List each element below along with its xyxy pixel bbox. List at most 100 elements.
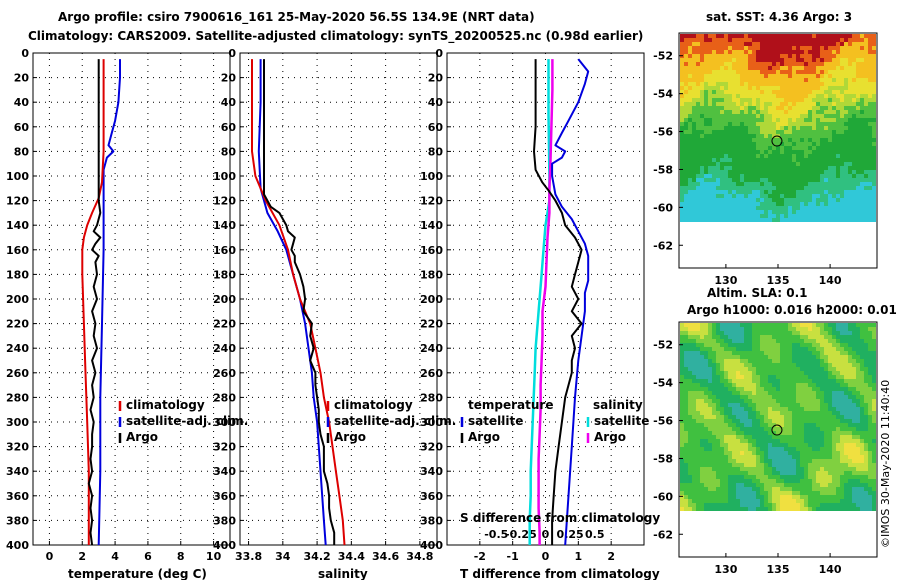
sst-cell	[864, 170, 868, 174]
sla-cell	[844, 471, 848, 475]
sla-cell	[868, 423, 872, 427]
sla-cell	[776, 455, 780, 459]
sla-cell	[712, 367, 716, 371]
series-satellite-adj	[97, 59, 121, 546]
sla-cell	[800, 455, 804, 459]
sla-cell	[740, 411, 744, 415]
sst-cell	[680, 58, 684, 62]
map-x-tick-label: 135	[767, 563, 790, 576]
sla-cell	[728, 443, 732, 447]
sla-cell	[872, 339, 876, 343]
sst-cell	[748, 206, 752, 210]
sst-cell	[872, 202, 876, 206]
sla-cell	[768, 427, 772, 431]
sst-cell	[856, 138, 860, 142]
sst-cell	[840, 98, 844, 102]
sla-cell	[688, 343, 692, 347]
sst-cell	[688, 158, 692, 162]
sst-cell	[816, 186, 820, 190]
sst-cell	[704, 38, 708, 42]
sla-cell	[772, 407, 776, 411]
depth-tick-label: 400	[213, 539, 236, 552]
sst-cell	[684, 194, 688, 198]
sla-cell	[800, 387, 804, 391]
depth-tick-label: 120	[6, 195, 29, 208]
sst-cell	[816, 98, 820, 102]
sla-cell	[736, 439, 740, 443]
sst-cell	[700, 142, 704, 146]
sst-cell	[792, 54, 796, 58]
sst-cell	[820, 142, 824, 146]
sla-cell	[804, 423, 808, 427]
sst-cell	[796, 182, 800, 186]
sla-cell	[840, 347, 844, 351]
sla-cell	[732, 427, 736, 431]
sla-cell	[796, 467, 800, 471]
sla-cell	[744, 479, 748, 483]
x-tick-label: 8	[177, 550, 185, 563]
sst-cell	[808, 198, 812, 202]
sst-cell	[712, 150, 716, 154]
sst-cell	[720, 54, 724, 58]
sst-cell	[868, 162, 872, 166]
sst-cell	[696, 150, 700, 154]
sla-cell	[752, 499, 756, 503]
sst-cell	[796, 54, 800, 58]
sst-cell	[700, 62, 704, 66]
sla-cell	[788, 335, 792, 339]
sst-cell	[764, 214, 768, 218]
sst-cell	[868, 178, 872, 182]
sla-cell	[728, 483, 732, 487]
sst-cell	[796, 130, 800, 134]
sst-cell	[768, 50, 772, 54]
sla-cell	[768, 451, 772, 455]
sst-cell	[704, 218, 708, 222]
sst-cell	[740, 50, 744, 54]
sla-cell	[744, 435, 748, 439]
sla-cell	[728, 495, 732, 499]
sst-cell	[700, 178, 704, 182]
sst-cell	[864, 194, 868, 198]
sla-cell	[752, 487, 756, 491]
sla-cell	[788, 391, 792, 395]
sst-cell	[768, 130, 772, 134]
sla-cell	[696, 335, 700, 339]
sst-cell	[704, 186, 708, 190]
sst-cell	[800, 90, 804, 94]
sst-cell	[844, 214, 848, 218]
sst-cell	[692, 106, 696, 110]
sst-cell	[804, 118, 808, 122]
sla-cell	[804, 375, 808, 379]
sla-cell	[728, 467, 732, 471]
x-tick-label: 0	[542, 550, 550, 563]
sst-cell	[748, 42, 752, 46]
sst-cell	[852, 58, 856, 62]
sla-cell	[824, 387, 828, 391]
sla-cell	[780, 407, 784, 411]
sla-cell	[748, 359, 752, 363]
sla-cell	[836, 371, 840, 375]
sla-cell	[860, 495, 864, 499]
sst-cell	[856, 54, 860, 58]
sst-cell	[744, 54, 748, 58]
sst-cell	[772, 130, 776, 134]
sst-cell	[684, 218, 688, 222]
sla-cell	[748, 343, 752, 347]
sla-cell	[796, 459, 800, 463]
sla-cell	[768, 495, 772, 499]
sst-cell	[856, 166, 860, 170]
sla-cell	[844, 367, 848, 371]
sst-cell	[812, 86, 816, 90]
sla-cell	[784, 479, 788, 483]
sla-cell	[752, 435, 756, 439]
sla-cell	[796, 383, 800, 387]
sst-cell	[748, 150, 752, 154]
sst-cell	[856, 214, 860, 218]
sla-cell	[700, 451, 704, 455]
temperature-plot: 0 2 4 6 8 10	[33, 52, 230, 563]
sst-cell	[760, 74, 764, 78]
sla-cell	[848, 395, 852, 399]
sla-cell	[748, 375, 752, 379]
sla-cell	[732, 507, 736, 511]
sla-cell	[776, 343, 780, 347]
